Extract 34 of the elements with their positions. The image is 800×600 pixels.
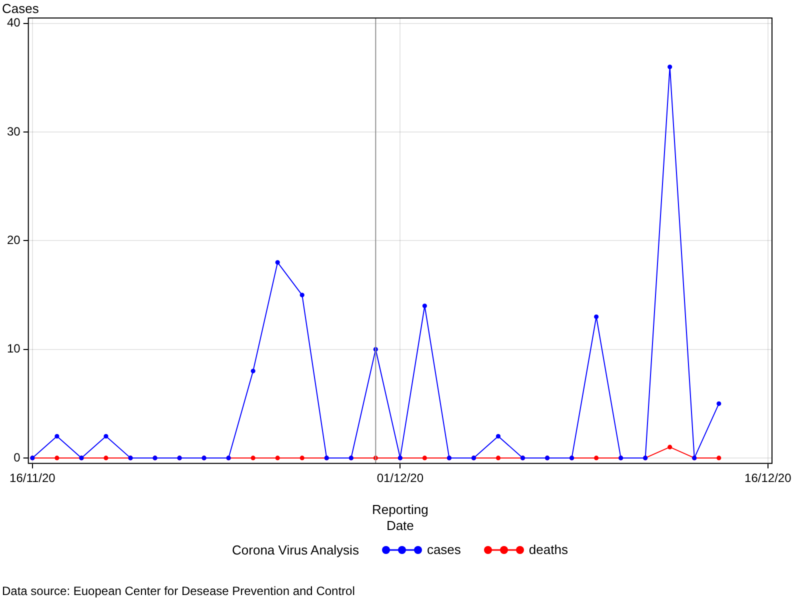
point <box>300 456 304 460</box>
x-tick-label: 16/12/20 <box>744 470 792 485</box>
point <box>54 456 60 460</box>
source-note: Data source: Euopean Center for Desease Prevention and Control <box>2 584 355 598</box>
point <box>300 292 304 298</box>
point <box>54 434 60 439</box>
x-axis-title: Reporting Date <box>372 502 428 533</box>
y-axis-title: Cases <box>2 1 40 16</box>
point <box>250 368 256 374</box>
point <box>668 64 672 70</box>
point <box>275 456 280 460</box>
point <box>496 456 501 460</box>
legend-title: Corona Virus Analysis <box>232 542 359 558</box>
y-tick-label: 40 <box>6 16 21 30</box>
point <box>422 304 427 308</box>
legend-label: deaths <box>528 542 568 557</box>
y-tick-label: 0 <box>14 450 21 464</box>
point <box>275 260 280 265</box>
point <box>422 456 427 460</box>
x-tick-label: 16/11/20 <box>10 470 56 485</box>
point <box>594 314 599 320</box>
point <box>716 456 722 460</box>
point <box>104 434 108 439</box>
legend-label: cases <box>426 542 461 557</box>
y-tick-label: 20 <box>6 233 21 248</box>
y-tick-label: 10 <box>6 342 21 356</box>
point <box>594 456 599 460</box>
point <box>668 444 672 450</box>
point <box>716 401 722 406</box>
point <box>250 456 256 460</box>
point <box>496 434 501 439</box>
point <box>104 456 108 460</box>
y-tick-label: 30 <box>6 124 21 138</box>
x-tick-label: 01/12/20 <box>376 470 424 485</box>
